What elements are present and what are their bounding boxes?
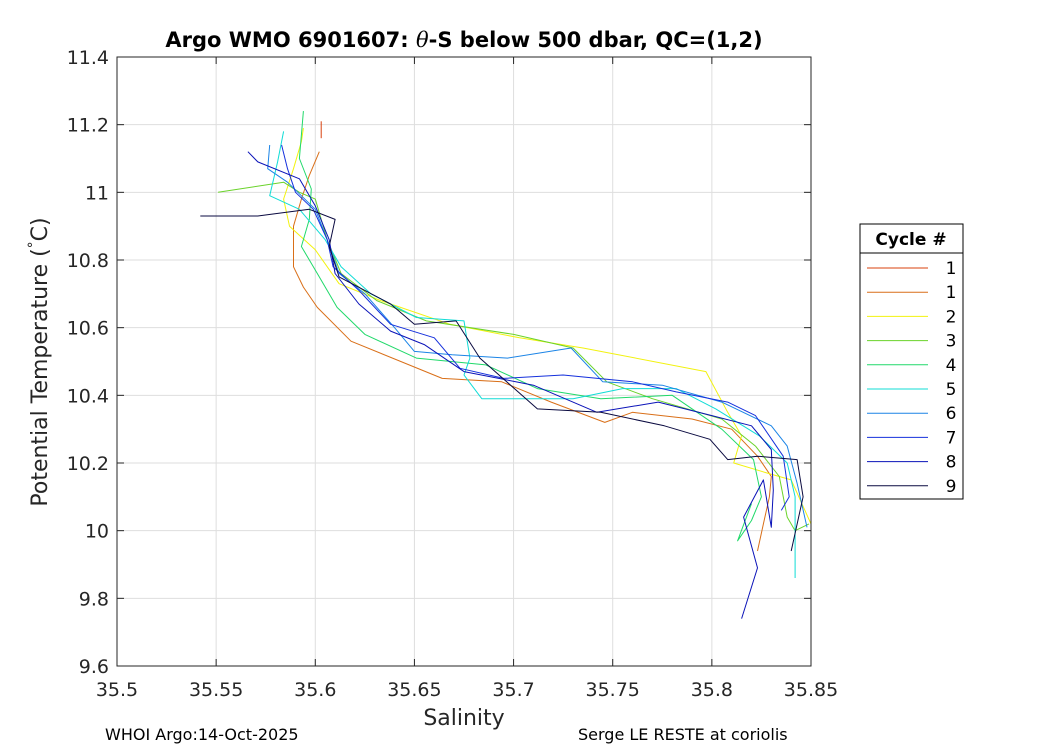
series-line-cycle-4-4 — [298, 111, 762, 542]
y-tick-label: 10.8 — [67, 250, 109, 272]
chart-title: Argo WMO 6901607: θ-S below 500 dbar, QC… — [165, 28, 762, 52]
y-tick-label: 9.8 — [79, 588, 109, 610]
legend-label-3: 3 — [946, 332, 957, 352]
y-tick-label: 10.2 — [67, 453, 109, 475]
x-axis-label: Salinity — [423, 706, 504, 731]
y-tick-label: 10.4 — [67, 385, 109, 407]
legend-label-6: 6 — [946, 404, 957, 424]
legend-label-8: 8 — [946, 453, 957, 473]
series-line-cycle-6-6 — [267, 144, 808, 528]
footer-left-text: WHOI Argo:14-Oct-2025 — [105, 725, 299, 744]
y-tick-label: 10.6 — [67, 318, 109, 340]
series-line-cycle-9-9 — [200, 208, 804, 552]
series-layer — [200, 111, 812, 619]
y-tick-label: 10 — [85, 521, 109, 543]
series-line-cycle-5-5 — [269, 131, 796, 578]
x-tick-label: 35.65 — [387, 679, 441, 701]
legend-label-4: 4 — [946, 356, 957, 376]
legend: Cycle # 1 1 2 3 4 5 6 7 8 9 — [859, 223, 964, 500]
y-axis-label: Potential Temperature (°C) — [26, 217, 53, 506]
series-line-cycle-3-3 — [218, 181, 810, 532]
legend-label-7: 7 — [946, 428, 957, 448]
legend-label-5: 5 — [946, 380, 957, 400]
series-line-cycle-8-8 — [247, 151, 774, 619]
legend-title: Cycle # — [875, 230, 946, 250]
x-tick-label: 35.8 — [691, 679, 733, 701]
x-tick-label: 35.55 — [189, 679, 243, 701]
x-tick-label: 35.5 — [96, 679, 138, 701]
y-tick-label: 11.4 — [67, 47, 109, 69]
x-tick-label: 35.85 — [784, 679, 838, 701]
y-tick-label: 9.6 — [79, 656, 109, 678]
legend-box — [859, 252, 964, 500]
legend-label-0: 1 — [946, 259, 957, 279]
y-tick-label: 11.2 — [67, 115, 109, 137]
plot-area — [117, 57, 811, 666]
series-line-cycle-2-2 — [283, 128, 812, 525]
legend-label-1: 1 — [946, 283, 957, 303]
x-tick-label: 35.7 — [492, 679, 534, 701]
legend-label-9: 9 — [946, 477, 957, 497]
ticks: 35.5 35.55 35.6 35.65 35.7 35.75 35.8 35.85 9.6 9… — [67, 47, 839, 701]
x-tick-label: 35.6 — [294, 679, 336, 701]
x-tick-label: 35.75 — [586, 679, 640, 701]
legend-items: 1 1 2 3 4 5 6 7 8 9 — [867, 259, 956, 497]
legend-title-box — [859, 223, 964, 254]
y-tick-label: 11 — [85, 182, 109, 204]
legend-label-2: 2 — [946, 307, 957, 327]
plot-frame — [116, 56, 812, 667]
footer-right-text: Serge LE RESTE at coriolis — [578, 725, 788, 744]
